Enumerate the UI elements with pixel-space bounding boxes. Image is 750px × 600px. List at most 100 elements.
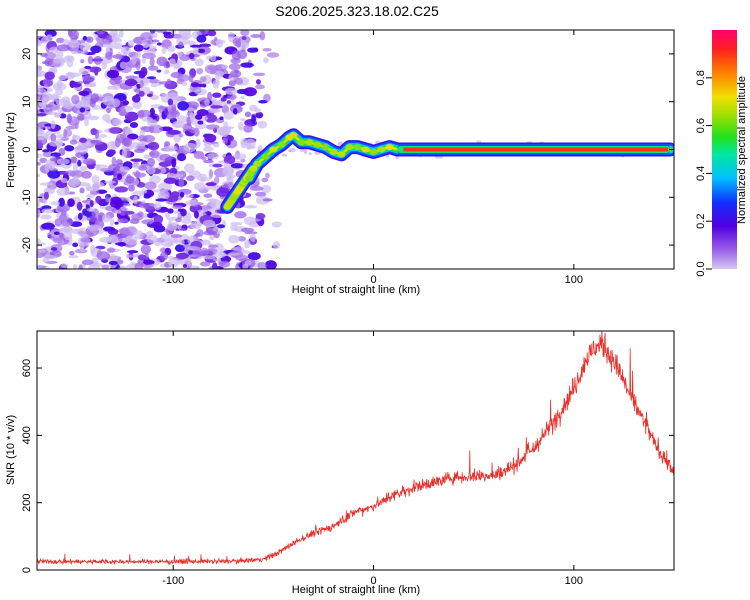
noise-blob xyxy=(41,222,55,230)
noise-blob xyxy=(40,87,45,94)
noise-blob xyxy=(165,230,172,236)
noise-blob xyxy=(210,105,223,109)
noise-blob xyxy=(54,49,64,60)
noise-blob xyxy=(126,250,139,254)
noise-blob xyxy=(166,45,176,53)
noise-blob xyxy=(87,115,100,121)
ridge-blob xyxy=(385,144,394,151)
noise-blob xyxy=(142,134,155,143)
noise-blob xyxy=(216,187,230,197)
noise-blob xyxy=(106,69,120,79)
noise-blob xyxy=(240,30,250,36)
noise-blob xyxy=(38,99,48,107)
noise-blob xyxy=(76,201,83,211)
noise-blob xyxy=(90,45,102,54)
noise-blob xyxy=(112,118,123,126)
noise-blob xyxy=(147,65,159,71)
noise-blob xyxy=(195,138,201,149)
noise-blob xyxy=(114,76,122,87)
noise-blob xyxy=(79,165,88,172)
noise-blob xyxy=(142,77,149,84)
noise-blob xyxy=(127,39,135,48)
noise-blob xyxy=(141,219,156,225)
noise-blob xyxy=(103,226,115,232)
noise-blob xyxy=(162,31,172,35)
noise-blob xyxy=(109,218,115,227)
noise-blob xyxy=(185,193,194,199)
noise-blob xyxy=(177,101,190,111)
noise-blob xyxy=(51,93,59,102)
noise-blob xyxy=(93,55,102,66)
noise-blob xyxy=(254,84,265,90)
noise-blob xyxy=(308,152,312,156)
noise-blob xyxy=(137,254,147,261)
noise-blob xyxy=(226,174,236,179)
noise-blob xyxy=(187,246,201,251)
noise-blob xyxy=(57,241,67,246)
noise-blob xyxy=(161,46,167,54)
noise-blob xyxy=(37,131,48,141)
ridge-blob xyxy=(261,153,270,160)
noise-blob xyxy=(72,50,86,55)
noise-blob xyxy=(72,242,79,248)
noise-blob xyxy=(123,210,135,215)
ridge-blob xyxy=(305,139,314,146)
noise-blob xyxy=(213,101,227,107)
colorbar-label: Normalized spectral amplitude xyxy=(736,76,748,224)
noise-blob xyxy=(257,120,268,129)
noise-blob xyxy=(65,125,77,130)
noise-blob xyxy=(244,239,251,249)
spectrogram-y-axis-label: Frequency (Hz) xyxy=(5,112,17,188)
noise-blob xyxy=(133,44,144,52)
noise-blob xyxy=(227,31,235,39)
noise-blob xyxy=(159,153,172,162)
noise-blob xyxy=(135,51,142,59)
noise-blob xyxy=(116,173,123,181)
noise-blob xyxy=(60,177,68,184)
y-tick-label: 0 xyxy=(21,146,33,152)
noise-blob xyxy=(40,52,48,58)
noise-blob xyxy=(60,263,69,269)
noise-blob xyxy=(108,235,118,244)
noise-blob xyxy=(210,54,217,62)
noise-blob xyxy=(209,235,215,241)
noise-blob xyxy=(82,35,88,41)
y-tick-label: 0 xyxy=(21,567,33,573)
noise-blob xyxy=(207,152,219,160)
noise-blob xyxy=(37,162,41,166)
noise-blob xyxy=(192,248,204,258)
noise-blob xyxy=(101,264,110,269)
noise-blob xyxy=(193,266,200,269)
noise-blob xyxy=(220,97,227,102)
noise-blob xyxy=(105,51,113,60)
noise-blob xyxy=(262,198,273,202)
noise-blob xyxy=(108,41,114,51)
noise-blob xyxy=(63,225,73,232)
noise-blob xyxy=(87,224,102,231)
noise-blob xyxy=(172,120,185,129)
noise-blob xyxy=(193,210,200,219)
noise-blob xyxy=(56,79,63,89)
noise-blob xyxy=(206,248,218,255)
x-tick-label: 100 xyxy=(565,274,583,286)
noise-blob xyxy=(148,79,160,84)
noise-blob xyxy=(185,212,192,221)
noise-blob xyxy=(240,118,246,122)
noise-blob xyxy=(223,155,236,165)
ridge-blob xyxy=(313,141,322,148)
noise-blob xyxy=(173,173,184,178)
noise-blob xyxy=(212,163,223,168)
noise-blob xyxy=(204,114,218,123)
noise-blob xyxy=(67,198,75,207)
noise-blob xyxy=(48,162,56,171)
noise-blob xyxy=(134,262,144,269)
noise-blob xyxy=(214,251,226,259)
noise-blob xyxy=(37,38,42,47)
noise-blob xyxy=(149,107,155,117)
noise-blob xyxy=(37,113,47,117)
noise-blob xyxy=(232,108,238,115)
noise-blob xyxy=(250,33,262,39)
noise-blob xyxy=(102,95,115,106)
noise-blob xyxy=(186,175,195,182)
